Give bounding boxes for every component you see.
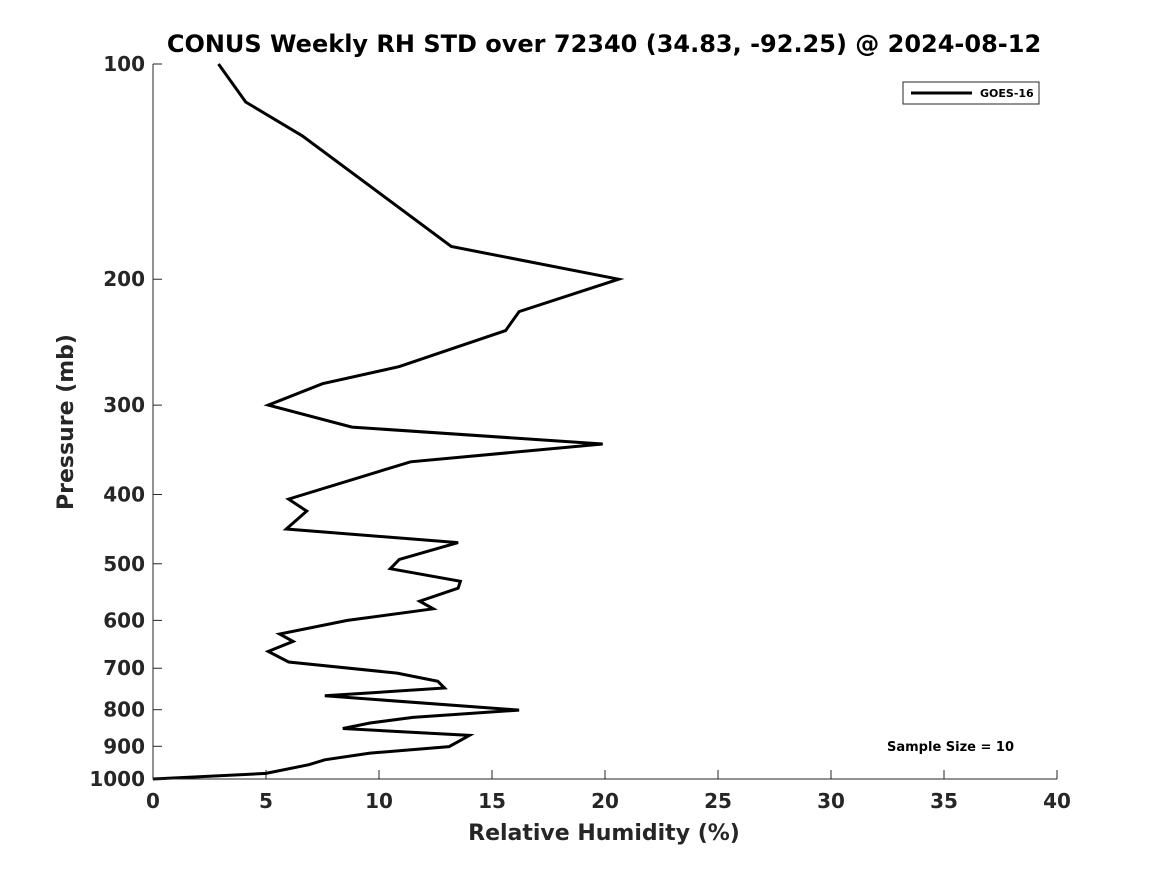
- x-tick-label: 5: [259, 789, 273, 813]
- x-tick-label: 20: [591, 789, 619, 813]
- legend: GOES-16: [902, 81, 1040, 105]
- x-tick-label: 30: [817, 789, 845, 813]
- y-axis-label: Pressure (mb): [54, 334, 79, 510]
- x-tick-label: 35: [930, 789, 958, 813]
- x-tick-label: 40: [1043, 789, 1071, 813]
- y-tick-label: 400: [103, 482, 145, 506]
- y-tick-label: 500: [103, 552, 145, 576]
- y-tick-label: 600: [103, 608, 145, 632]
- y-tick-label: 100: [103, 52, 145, 76]
- y-tick-label: 800: [103, 698, 145, 722]
- x-tick-label: 10: [365, 789, 393, 813]
- legend-label: GOES-16: [980, 87, 1034, 100]
- x-tick-label: 25: [704, 789, 732, 813]
- y-tick-label: 200: [103, 267, 145, 291]
- y-tick-label: 700: [103, 656, 145, 680]
- y-tick-label: 1000: [89, 767, 145, 791]
- y-tick-label: 900: [103, 734, 145, 758]
- x-tick-label: 0: [146, 789, 160, 813]
- axes-frame: [152, 64, 1057, 780]
- series-line-goes16: [152, 63, 625, 781]
- x-axis-label: Relative Humidity (%): [468, 821, 740, 846]
- chart-title: CONUS Weekly RH STD over 72340 (34.83, -…: [167, 30, 1041, 58]
- axis-ticks: 0 5 10 15 20 25 30 35 40 100 200 300 400 500 600 700 800…: [89, 52, 1071, 813]
- y-tick-label: 300: [103, 393, 145, 417]
- x-tick-label: 15: [478, 789, 506, 813]
- sample-size-annotation: Sample Size = 10: [887, 740, 1014, 755]
